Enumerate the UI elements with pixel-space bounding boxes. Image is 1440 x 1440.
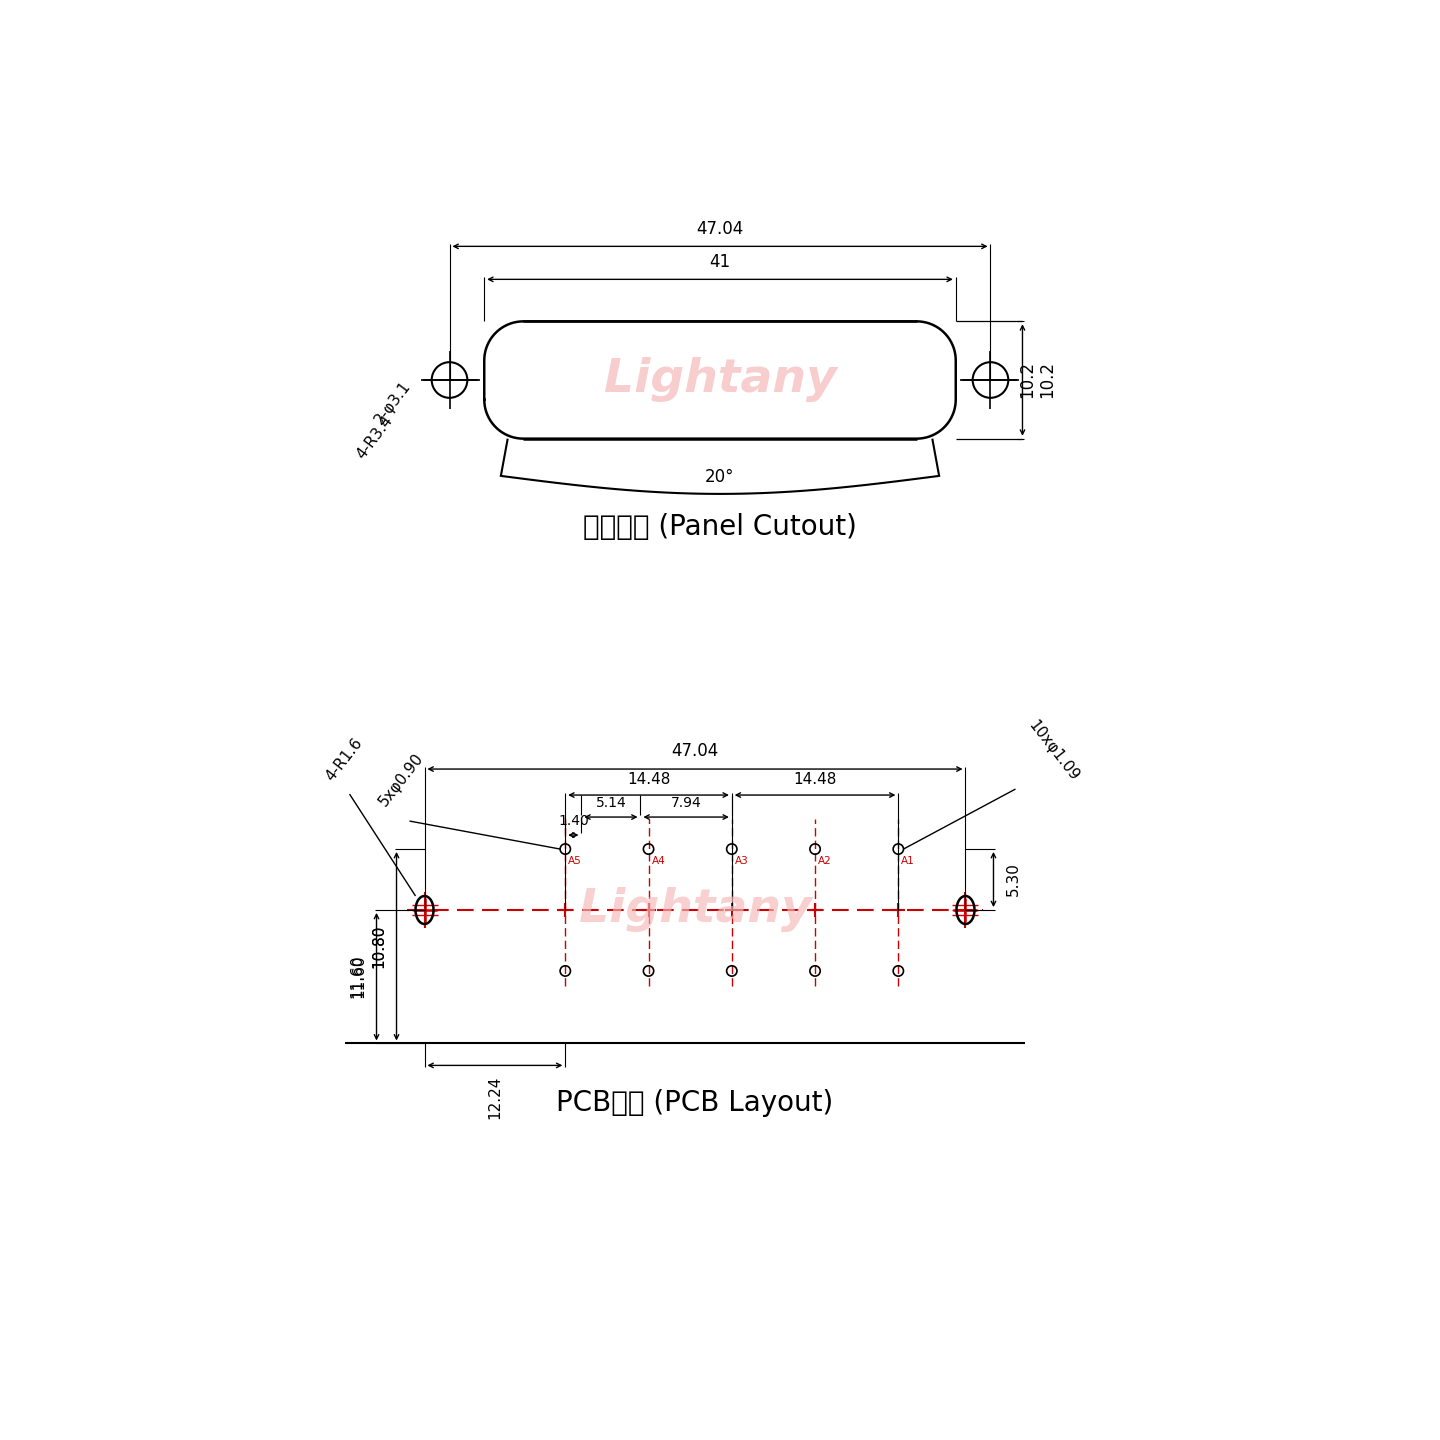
Text: 10.2: 10.2: [1018, 361, 1037, 399]
Text: 5.14: 5.14: [596, 796, 626, 811]
Text: 10.80: 10.80: [372, 924, 386, 968]
Text: 14.48: 14.48: [626, 772, 670, 788]
Text: A2: A2: [818, 857, 832, 867]
Text: 2-φ3.1: 2-φ3.1: [372, 379, 413, 428]
Text: 10.2: 10.2: [1038, 361, 1057, 399]
Text: 12.24: 12.24: [487, 1076, 503, 1119]
Text: 11.60: 11.60: [350, 955, 364, 998]
Text: A3: A3: [734, 857, 749, 867]
Text: 4-R1.6: 4-R1.6: [323, 736, 366, 783]
Text: Lightany: Lightany: [603, 357, 837, 403]
Text: A1: A1: [901, 857, 914, 867]
Text: 47.04: 47.04: [697, 220, 743, 239]
Text: 1.40: 1.40: [557, 814, 589, 828]
Text: 10xφ1.09: 10xφ1.09: [1025, 719, 1081, 783]
Text: 5.30: 5.30: [1005, 863, 1021, 897]
Text: 14.48: 14.48: [793, 772, 837, 788]
Text: A4: A4: [651, 857, 665, 867]
Text: 4-R3.4: 4-R3.4: [353, 412, 396, 461]
Text: 20°: 20°: [706, 468, 734, 485]
Text: 11.60: 11.60: [351, 955, 367, 998]
Text: 5xφ0.90: 5xφ0.90: [376, 750, 426, 809]
Text: 41: 41: [710, 253, 730, 271]
Text: 面板开孔 (Panel Cutout): 面板开孔 (Panel Cutout): [583, 513, 857, 540]
Text: Lightany: Lightany: [579, 887, 811, 933]
Text: 47.04: 47.04: [671, 742, 719, 760]
Text: PCB布局 (PCB Layout): PCB布局 (PCB Layout): [556, 1090, 834, 1117]
Text: 10.80: 10.80: [372, 924, 386, 968]
Text: A5: A5: [569, 857, 582, 867]
Text: 7.94: 7.94: [671, 796, 701, 811]
